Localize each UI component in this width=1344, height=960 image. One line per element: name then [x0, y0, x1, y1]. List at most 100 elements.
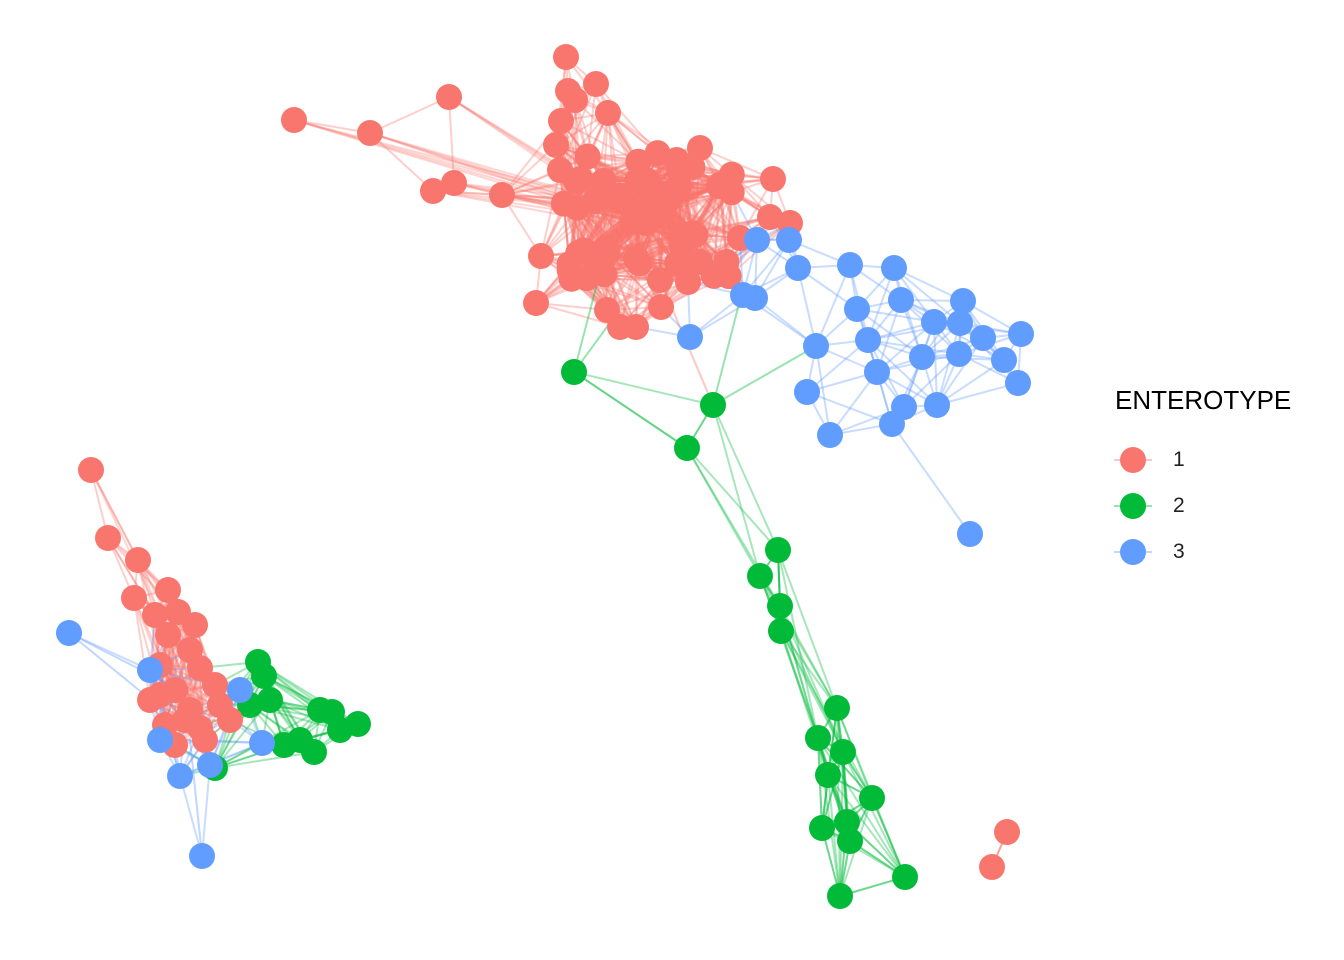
network-node-group-1	[78, 457, 104, 483]
network-edge	[821, 827, 906, 878]
network-edge	[214, 751, 315, 769]
network-node-group-1	[672, 227, 699, 254]
network-edge	[133, 597, 151, 701]
network-edge	[595, 83, 640, 163]
network-edge	[817, 737, 873, 799]
network-node-group-1	[420, 178, 446, 204]
network-edge	[573, 371, 714, 406]
network-node-group-2	[327, 717, 353, 743]
network-node-group-3	[909, 344, 935, 370]
network-node-group-1	[648, 294, 674, 320]
legend-key-dot	[1120, 493, 1146, 519]
network-node-group-1	[760, 166, 786, 192]
network-node-group-1	[95, 525, 121, 551]
network-node-group-1	[558, 265, 585, 292]
network-node-group-1	[574, 143, 601, 170]
network-edge	[164, 634, 169, 726]
network-node-group-2	[827, 883, 853, 909]
network-node-group-3	[881, 255, 907, 281]
network-node-group-1	[202, 672, 228, 698]
network-node-group-3	[957, 521, 983, 547]
network-edge	[201, 764, 211, 857]
network-edge	[821, 751, 844, 829]
network-edge	[560, 120, 639, 163]
network-node-group-3	[677, 324, 703, 350]
network-edge	[936, 382, 1019, 406]
network-edge	[815, 345, 831, 436]
network-node-group-1	[562, 87, 588, 113]
network-node-group-2	[301, 739, 327, 765]
network-edge	[179, 775, 203, 857]
network-node-group-3	[837, 252, 863, 278]
network-node-group-3	[888, 287, 914, 313]
network-node-group-2	[815, 762, 841, 788]
network-node-group-1	[581, 188, 608, 215]
network-edge	[893, 267, 923, 358]
network-edge	[432, 190, 651, 225]
network-edge	[780, 630, 844, 753]
network-node-group-3	[785, 255, 811, 281]
network-node-group-3	[924, 392, 950, 418]
network-node-group-3	[864, 359, 890, 385]
network-edge	[836, 707, 848, 823]
network-node-group-1	[543, 132, 569, 158]
network-node-group-1	[125, 547, 151, 573]
network-node-group-2	[805, 725, 831, 751]
network-edge	[936, 337, 984, 406]
network-edge	[777, 549, 819, 739]
network-node-group-1	[595, 100, 621, 126]
network-edge	[559, 83, 597, 171]
network-node-group-1	[565, 240, 592, 267]
network-node-group-2	[251, 663, 277, 689]
network-edge	[712, 404, 761, 577]
network-edge	[189, 739, 203, 857]
network-edge	[959, 322, 1019, 384]
network-node-group-1	[182, 612, 208, 638]
network-node-group-1	[550, 190, 577, 217]
network-node-group-3	[197, 752, 223, 778]
network-node-group-1	[172, 707, 198, 733]
network-node-group-2	[809, 815, 835, 841]
network-node-group-1	[137, 687, 163, 713]
network-edge	[856, 308, 935, 323]
network-node-group-1	[994, 819, 1020, 845]
legend-label-2: 2	[1173, 494, 1185, 517]
network-edge	[644, 222, 662, 308]
network-edge	[827, 774, 841, 897]
network-node-group-1	[675, 269, 701, 295]
network-edge	[604, 273, 689, 283]
network-edge	[933, 321, 938, 406]
network-node-group-1	[650, 197, 677, 224]
network-edge	[613, 195, 661, 281]
network-node-group-1	[664, 250, 691, 277]
network-node-group-2	[837, 828, 863, 854]
network-node-group-3	[970, 325, 996, 351]
network-edge	[827, 774, 906, 878]
network-edge	[856, 308, 923, 358]
network-edge	[777, 549, 838, 709]
network-edge	[90, 469, 201, 701]
network-edge	[712, 345, 817, 406]
network-edge	[90, 469, 139, 561]
network-node-group-1	[592, 236, 619, 263]
network-edge	[936, 322, 961, 406]
legend-key-dot	[1120, 539, 1146, 565]
network-node-group-3	[803, 333, 829, 359]
network-edge	[936, 359, 1005, 406]
network-node-group-3	[744, 227, 770, 253]
network-node-group-3	[921, 309, 947, 335]
network-node-group-2	[271, 732, 297, 758]
legend-item-3: 3	[1114, 529, 1329, 575]
network-edge	[607, 112, 622, 196]
network-edge	[606, 221, 634, 311]
network-edge	[573, 371, 688, 449]
network-edge	[293, 119, 601, 201]
network-edge	[68, 632, 181, 691]
network-node-group-1	[707, 171, 734, 198]
network-node-group-3	[776, 227, 802, 253]
network-edge	[369, 132, 601, 201]
network-edge	[871, 797, 906, 878]
network-edge	[369, 132, 434, 192]
network-node-group-2	[768, 618, 794, 644]
network-node-group-2	[824, 695, 850, 721]
